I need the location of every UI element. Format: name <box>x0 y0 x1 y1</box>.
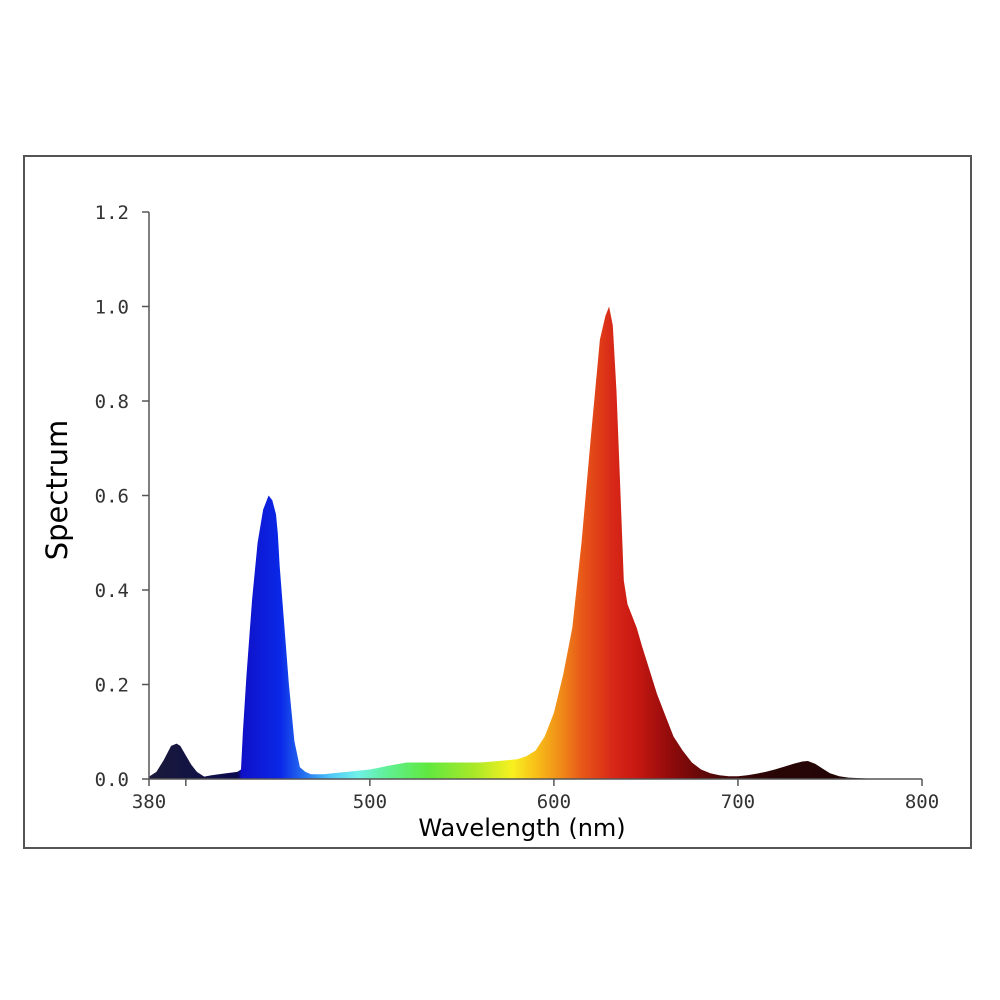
y-tick-label: 0.0 <box>95 769 129 791</box>
y-axis-title: Spectrum <box>40 420 74 561</box>
y-tick-label: 0.2 <box>95 675 129 697</box>
y-axis-ticks: 0.0 0.2 0.4 0.6 0.8 1.0 1.2 <box>95 202 149 791</box>
x-tick-label: 600 <box>537 791 571 813</box>
x-tick-label: 800 <box>905 791 939 813</box>
x-tick-label: 380 <box>132 791 166 813</box>
y-tick-label: 0.6 <box>95 486 129 508</box>
x-tick-label: 500 <box>353 791 387 813</box>
y-tick-label: 0.4 <box>95 580 129 602</box>
x-tick-label: 700 <box>721 791 755 813</box>
y-tick-label: 0.8 <box>95 391 129 413</box>
x-axis-title: Wavelength (nm) <box>418 814 625 842</box>
x-axis-ticks: 380 500 600 700 800 <box>132 779 939 813</box>
y-tick-label: 1.0 <box>95 297 129 319</box>
y-tick-label: 1.2 <box>95 202 129 224</box>
chart-frame <box>23 155 972 849</box>
